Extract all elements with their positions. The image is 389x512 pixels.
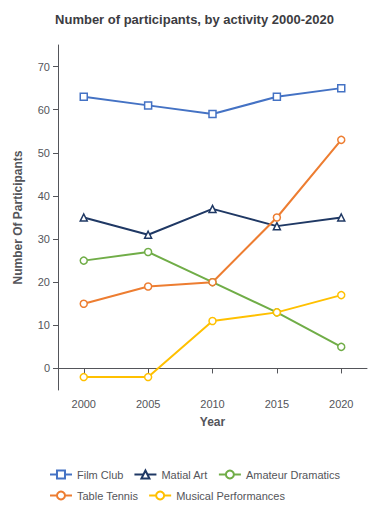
svg-text:Musical Performances: Musical Performances [176, 490, 285, 502]
svg-text:0: 0 [44, 362, 50, 374]
svg-text:50: 50 [38, 147, 50, 159]
svg-text:20: 20 [38, 276, 50, 288]
svg-text:2015: 2015 [265, 398, 289, 410]
svg-text:Number Of Participants: Number Of Participants [11, 150, 25, 284]
svg-text:Year: Year [200, 415, 226, 429]
svg-text:30: 30 [38, 233, 50, 245]
svg-text:40: 40 [38, 190, 50, 202]
svg-text:2000: 2000 [72, 398, 96, 410]
svg-text:10: 10 [38, 319, 50, 331]
svg-text:Matial Art: Matial Art [161, 469, 207, 481]
svg-text:2020: 2020 [329, 398, 353, 410]
svg-text:Table Tennis: Table Tennis [77, 490, 138, 502]
svg-text:Amateur Dramatics: Amateur Dramatics [246, 469, 341, 481]
svg-text:Number of participants, by act: Number of participants, by activity 2000… [55, 12, 334, 27]
svg-text:Film Club: Film Club [77, 469, 123, 481]
svg-text:2005: 2005 [136, 398, 160, 410]
svg-text:70: 70 [38, 61, 50, 73]
svg-text:2010: 2010 [200, 398, 224, 410]
svg-text:60: 60 [38, 104, 50, 116]
